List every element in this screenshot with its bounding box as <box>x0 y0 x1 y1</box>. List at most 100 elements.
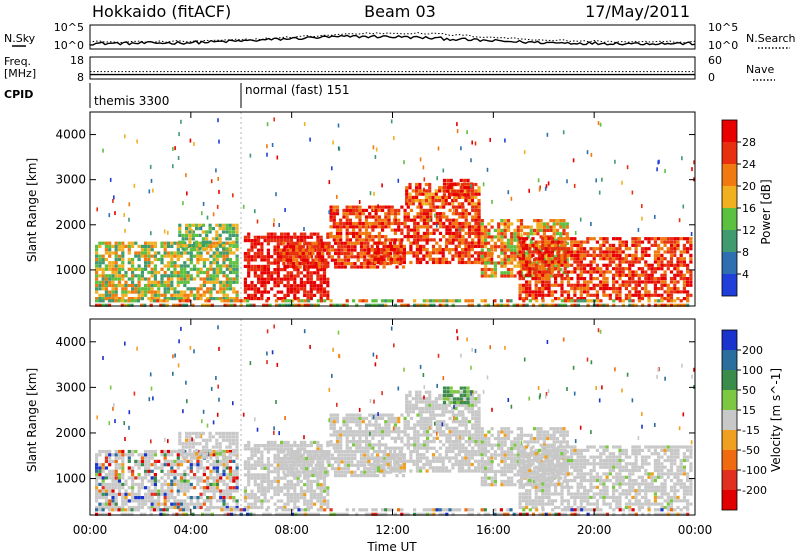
velocity-cell <box>288 467 292 471</box>
velocity-cell <box>311 474 315 478</box>
power-cell <box>95 261 99 265</box>
velocity-cell <box>293 440 297 444</box>
velocity-cell <box>215 479 220 483</box>
velocity-cell <box>170 479 174 483</box>
velocity-cell <box>232 431 236 435</box>
power-cell <box>212 251 216 255</box>
power-cell <box>612 273 616 277</box>
power-cell <box>114 277 118 281</box>
velocity-cell <box>266 466 270 470</box>
power-cell <box>448 231 452 235</box>
velocity-cell <box>361 433 365 437</box>
velocity-cell <box>98 482 102 486</box>
velocity-cell <box>250 457 254 461</box>
power-cell <box>628 290 632 294</box>
power-cell <box>186 293 190 297</box>
power-cell <box>293 287 297 291</box>
power-cell <box>314 265 318 269</box>
velocity-cell <box>124 502 128 506</box>
power-cell <box>140 287 144 291</box>
velocity-cell <box>228 431 232 435</box>
velocity-cell <box>189 496 193 500</box>
power-cell <box>166 251 171 255</box>
power-cell <box>537 257 542 261</box>
power-cell <box>173 287 177 291</box>
velocity-cell <box>163 449 167 454</box>
power-cell <box>573 260 577 264</box>
power-cell <box>257 251 261 256</box>
power-cell <box>111 299 115 303</box>
power-cell <box>441 257 445 261</box>
power-cell <box>518 293 522 297</box>
power-cell <box>409 235 414 239</box>
power-cell <box>114 293 118 297</box>
power-cell <box>147 261 151 265</box>
power-cell <box>528 247 532 251</box>
power-cell <box>631 240 635 244</box>
velocity-cell <box>111 502 115 506</box>
power-cell <box>590 152 593 157</box>
velocity-cell <box>309 479 313 483</box>
power-cell <box>301 248 305 252</box>
power-cell <box>260 242 264 246</box>
power-cell <box>408 199 412 203</box>
velocity-cell <box>117 449 122 454</box>
power-cell <box>98 287 102 291</box>
power-cell <box>334 241 338 245</box>
power-cell <box>615 237 619 241</box>
power-cell <box>403 208 407 212</box>
power-cell <box>309 293 313 297</box>
velocity-cell <box>330 456 334 461</box>
power-cell <box>289 264 294 268</box>
power-cell <box>663 263 667 267</box>
velocity-cell <box>296 505 300 510</box>
power-cell <box>209 277 213 281</box>
power-cell <box>212 277 216 281</box>
velocity-cell <box>340 456 344 461</box>
power-cell <box>521 297 525 301</box>
power-cell <box>359 241 364 245</box>
power-cell <box>400 238 404 242</box>
power-cell <box>233 303 237 307</box>
power-cell <box>253 239 257 243</box>
power-cell <box>663 303 667 307</box>
colorbar-swatch <box>722 120 737 142</box>
velocity-cell <box>181 455 185 459</box>
power-cell <box>179 290 184 294</box>
power-cell <box>250 268 254 272</box>
power-cell <box>355 303 359 307</box>
power-cell <box>345 303 349 307</box>
power-cell <box>371 303 375 307</box>
power-cell <box>538 303 542 307</box>
power-cell <box>257 280 261 285</box>
velocity-cell <box>191 431 195 435</box>
power-cell <box>189 274 193 278</box>
power-cell <box>500 219 504 223</box>
power-cell <box>335 228 340 232</box>
power-cell <box>247 268 251 272</box>
velocity-cell <box>309 444 313 448</box>
power-cell <box>513 238 517 242</box>
power-cell <box>235 240 239 244</box>
power-cell <box>624 247 628 251</box>
velocity-cell <box>329 420 333 424</box>
power-cell <box>150 290 154 294</box>
y-tick-label: 2000 <box>55 218 86 232</box>
velocity-cell <box>355 433 359 437</box>
power-cell <box>562 232 566 236</box>
velocity-cell <box>117 492 122 496</box>
power-cell <box>676 270 680 274</box>
power-cell <box>533 219 537 223</box>
power-cell <box>614 159 616 164</box>
velocity-cell <box>111 492 115 496</box>
power-cell <box>217 118 219 123</box>
power-cell <box>451 202 455 206</box>
velocity-cell <box>330 453 334 457</box>
power-cell <box>127 283 131 288</box>
power-cell <box>563 267 567 271</box>
power-cell <box>98 241 102 245</box>
velocity-cell <box>191 452 195 456</box>
power-cell <box>544 247 548 251</box>
velocity-cell <box>283 492 287 497</box>
velocity-cell <box>117 463 122 467</box>
